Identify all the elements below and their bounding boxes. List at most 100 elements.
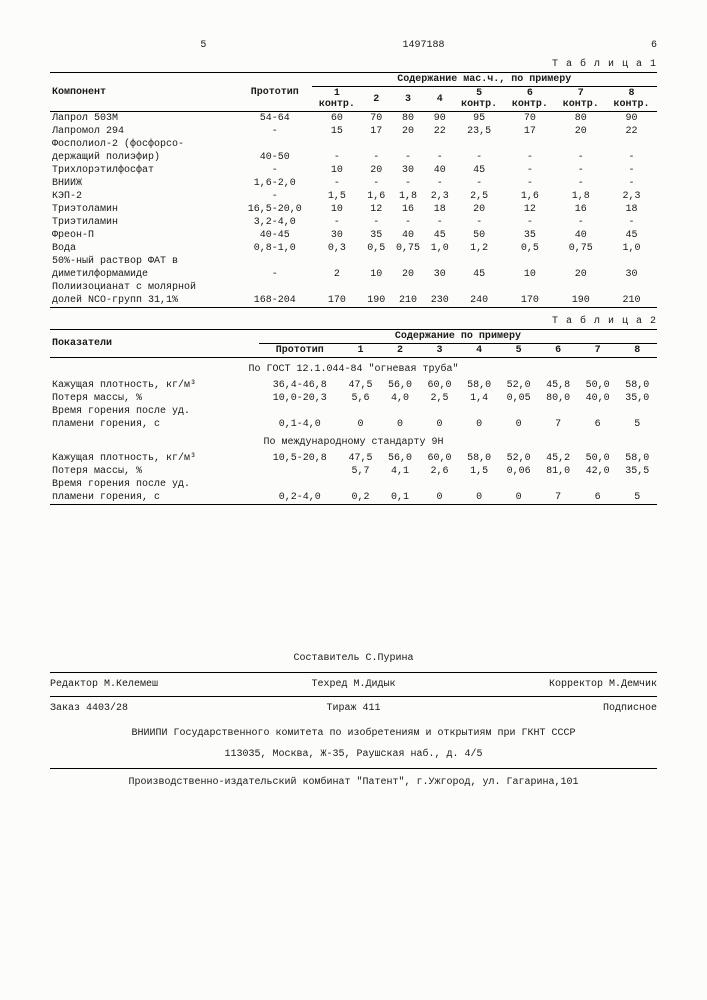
t1-cell xyxy=(606,281,657,294)
t1-cell: - xyxy=(238,268,312,281)
page-header: 5 1497188 6 xyxy=(50,40,657,51)
t1-cell: 170 xyxy=(505,294,556,308)
t2-h-group: Содержание по примеру xyxy=(259,330,657,344)
t1-sub-5: 6контр. xyxy=(505,87,556,112)
t1-cell: 1,8 xyxy=(390,190,426,203)
t1-cell: 40-50 xyxy=(238,151,312,164)
t2-cell: 42,0 xyxy=(578,465,618,478)
t2-cell: 0,2-4,0 xyxy=(259,491,341,505)
t1-cell: - xyxy=(505,177,556,190)
t1-cell: 18 xyxy=(606,203,657,216)
t2-sub-7: 7 xyxy=(578,344,618,358)
t2-cell: 5,6 xyxy=(341,392,381,405)
t1-cell: - xyxy=(555,177,606,190)
t1-cell: держащий полиэфир) xyxy=(50,151,238,164)
t1-cell: - xyxy=(555,216,606,229)
t1-cell: - xyxy=(362,216,390,229)
t2-cell: 35,0 xyxy=(617,392,657,405)
t1-cell: диметилформамиде xyxy=(50,268,238,281)
t2-cell xyxy=(341,405,381,418)
t1-cell xyxy=(606,255,657,268)
t2-cell: пламени горения, с xyxy=(50,491,259,505)
t1-cell xyxy=(505,281,556,294)
t2-cell: 58,0 xyxy=(459,452,499,465)
t2-cell xyxy=(617,405,657,418)
t1-cell xyxy=(505,255,556,268)
t1-sub-1: 2 xyxy=(362,87,390,112)
t1-cell: 0,75 xyxy=(390,242,426,255)
t1-cell xyxy=(555,255,606,268)
t1-cell: 10 xyxy=(312,164,363,177)
t2-cell: 6 xyxy=(578,418,618,431)
t2-cell xyxy=(259,478,341,491)
t2-cell: 4,0 xyxy=(380,392,420,405)
t1-cell: 70 xyxy=(505,112,556,126)
footer-org3: Производственно-издательский комбинат "П… xyxy=(50,768,657,796)
footer-author: Составитель С.Пурина xyxy=(50,645,657,672)
t1-cell: Лапрол 503М xyxy=(50,112,238,126)
t2-cell: 0,05 xyxy=(499,392,539,405)
t1-cell: - xyxy=(390,151,426,164)
t1-cell: 45 xyxy=(606,229,657,242)
t2-cell: 58,0 xyxy=(617,379,657,392)
t2-cell: 5,7 xyxy=(341,465,381,478)
t1-cell: 2,5 xyxy=(454,190,505,203)
t1-cell: Лапромол 294 xyxy=(50,125,238,138)
t1-cell: - xyxy=(312,216,363,229)
t2-cell: Потеря массы, % xyxy=(50,465,259,478)
t1-cell: 30 xyxy=(312,229,363,242)
t1-cell xyxy=(362,138,390,151)
t1-cell: 80 xyxy=(390,112,426,126)
t1-cell: 20 xyxy=(454,203,505,216)
t1-cell: 20 xyxy=(390,268,426,281)
t1-cell: 20 xyxy=(555,125,606,138)
t1-cell: 50 xyxy=(454,229,505,242)
t1-cell: 40 xyxy=(390,229,426,242)
t1-cell: Вода xyxy=(50,242,238,255)
t1-cell: 210 xyxy=(606,294,657,308)
t1-cell: 210 xyxy=(390,294,426,308)
t2-cell: Время горения после уд. xyxy=(50,405,259,418)
t1-cell: 16,5-20,0 xyxy=(238,203,312,216)
t1-cell: КЭП-2 xyxy=(50,190,238,203)
t2-sub-5: 5 xyxy=(499,344,539,358)
t1-cell: - xyxy=(606,164,657,177)
t2-cell: 36,4-46,8 xyxy=(259,379,341,392)
t2-cell xyxy=(380,478,420,491)
t2-cell: 81,0 xyxy=(538,465,578,478)
t1-cell xyxy=(312,281,363,294)
t2-cell: 45,8 xyxy=(538,379,578,392)
t2-cell: 58,0 xyxy=(459,379,499,392)
t1-cell: 90 xyxy=(606,112,657,126)
t1-cell: долей NCO-групп 31,1% xyxy=(50,294,238,308)
t1-cell: 15 xyxy=(312,125,363,138)
t2-cell xyxy=(341,478,381,491)
t1-sub-3: 4 xyxy=(426,87,454,112)
t2-cell: Потеря массы, % xyxy=(50,392,259,405)
t1-cell: 40 xyxy=(426,164,454,177)
t1-cell: 80 xyxy=(555,112,606,126)
t1-cell: 30 xyxy=(606,268,657,281)
t1-cell xyxy=(390,138,426,151)
t1-cell xyxy=(312,255,363,268)
t2-cell xyxy=(578,478,618,491)
t1-cell: 0,75 xyxy=(555,242,606,255)
table1: Компонент Прототип Содержание мас.ч., по… xyxy=(50,72,657,308)
t1-cell: 30 xyxy=(426,268,454,281)
t1-cell: 23,5 xyxy=(454,125,505,138)
t2-cell: 47,5 xyxy=(341,452,381,465)
t2-cell: 0,06 xyxy=(499,465,539,478)
t1-cell: 95 xyxy=(454,112,505,126)
t1-cell: 10 xyxy=(505,268,556,281)
footer-order: Заказ 4403/28 xyxy=(50,701,252,716)
t1-cell xyxy=(238,255,312,268)
t1-cell: 50%-ный раствор ФАТ в xyxy=(50,255,238,268)
t2-cell: 5 xyxy=(617,491,657,505)
t1-cell: 18 xyxy=(426,203,454,216)
table1-caption: Т а б л и ц а 1 xyxy=(50,59,657,70)
t2-cell: 56,0 xyxy=(380,379,420,392)
t1-cell: - xyxy=(555,164,606,177)
t1-cell: 2 xyxy=(312,268,363,281)
t1-cell: 90 xyxy=(426,112,454,126)
t1-cell xyxy=(390,281,426,294)
